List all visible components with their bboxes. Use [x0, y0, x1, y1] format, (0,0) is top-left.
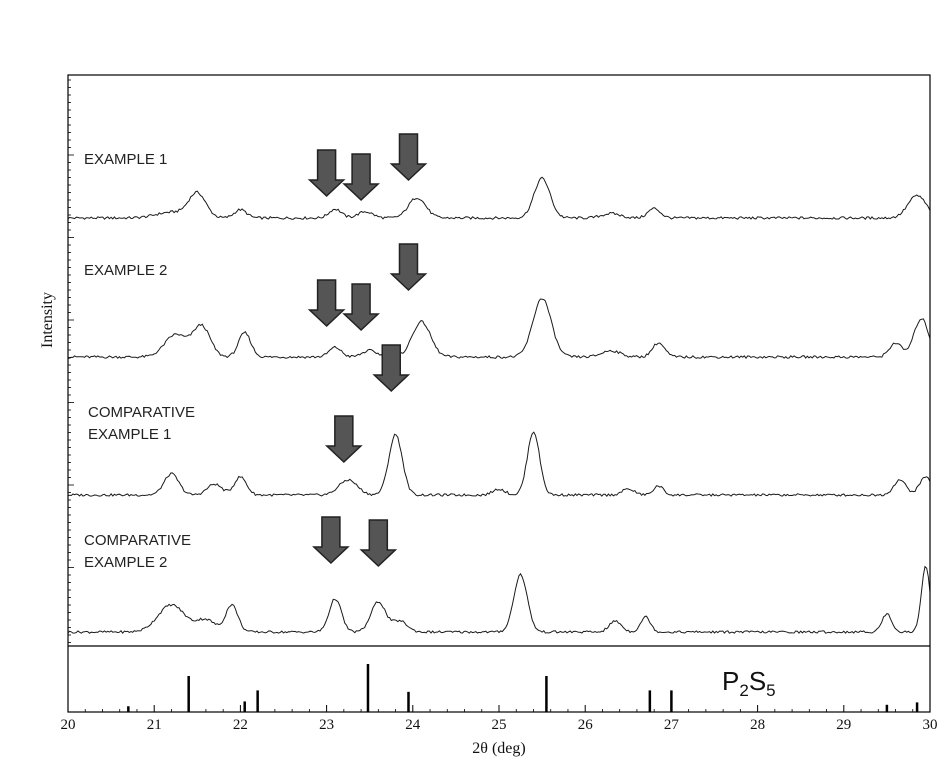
labels-layer: EXAMPLE 1EXAMPLE 2COMPARATIVEEXAMPLE 1CO…	[84, 151, 195, 571]
x-tick-label: 21	[147, 717, 162, 733]
series-label-line: EXAMPLE 1	[88, 426, 171, 443]
trace-2	[68, 299, 930, 358]
down-arrow-icon	[374, 345, 408, 391]
x-tick-label: 25	[492, 717, 507, 733]
series-label-2: EXAMPLE 2	[84, 262, 167, 279]
x-tick-label: 30	[923, 717, 938, 733]
y-axis-label: Intensity	[39, 292, 56, 348]
x-tick-label: 26	[578, 717, 594, 733]
trace-4	[68, 567, 930, 634]
x-tick-label: 20	[61, 717, 76, 733]
trace-1	[68, 177, 930, 219]
reference-label-sub: 5	[766, 681, 775, 700]
series-label-1: EXAMPLE 1	[84, 151, 167, 168]
x-tick-label: 29	[836, 717, 851, 733]
x-tick-label: 22	[233, 717, 248, 733]
plot-frame	[68, 75, 930, 712]
series-label-3: COMPARATIVE EXAMPLE 1	[88, 404, 195, 443]
reference-label-sub: 2	[739, 681, 748, 700]
x-axis-label: 2θ (deg)	[472, 740, 525, 757]
series-label-line: COMPARATIVE	[84, 532, 191, 549]
down-arrow-icon	[314, 517, 348, 563]
down-arrow-icon	[344, 284, 378, 330]
down-arrow-icon	[391, 244, 425, 290]
reference-panel: P2S5	[128, 664, 917, 712]
down-arrow-icon	[327, 416, 361, 462]
x-tick-label: 27	[664, 717, 680, 733]
down-arrow-icon	[391, 134, 425, 180]
down-arrow-icon	[361, 520, 395, 566]
series-label-line: EXAMPLE 2	[84, 262, 167, 279]
trace-3	[68, 432, 930, 496]
series-label-line: COMPARATIVE	[88, 404, 195, 421]
series-label-line: EXAMPLE 1	[84, 151, 167, 168]
x-tick-label: 23	[319, 717, 334, 733]
reference-label: P2S5	[722, 666, 776, 700]
x-tick-label: 28	[750, 717, 765, 733]
traces-layer	[68, 177, 930, 633]
reference-label-main: P	[722, 666, 739, 696]
series-label-line: EXAMPLE 2	[84, 554, 167, 571]
series-label-4: COMPARATIVE EXAMPLE 2	[84, 532, 191, 571]
down-arrow-icon	[344, 154, 378, 200]
reference-label-mid: S	[749, 666, 766, 696]
down-arrow-icon	[310, 150, 344, 196]
x-tick-label: 24	[405, 717, 421, 733]
down-arrow-icon	[310, 280, 344, 326]
